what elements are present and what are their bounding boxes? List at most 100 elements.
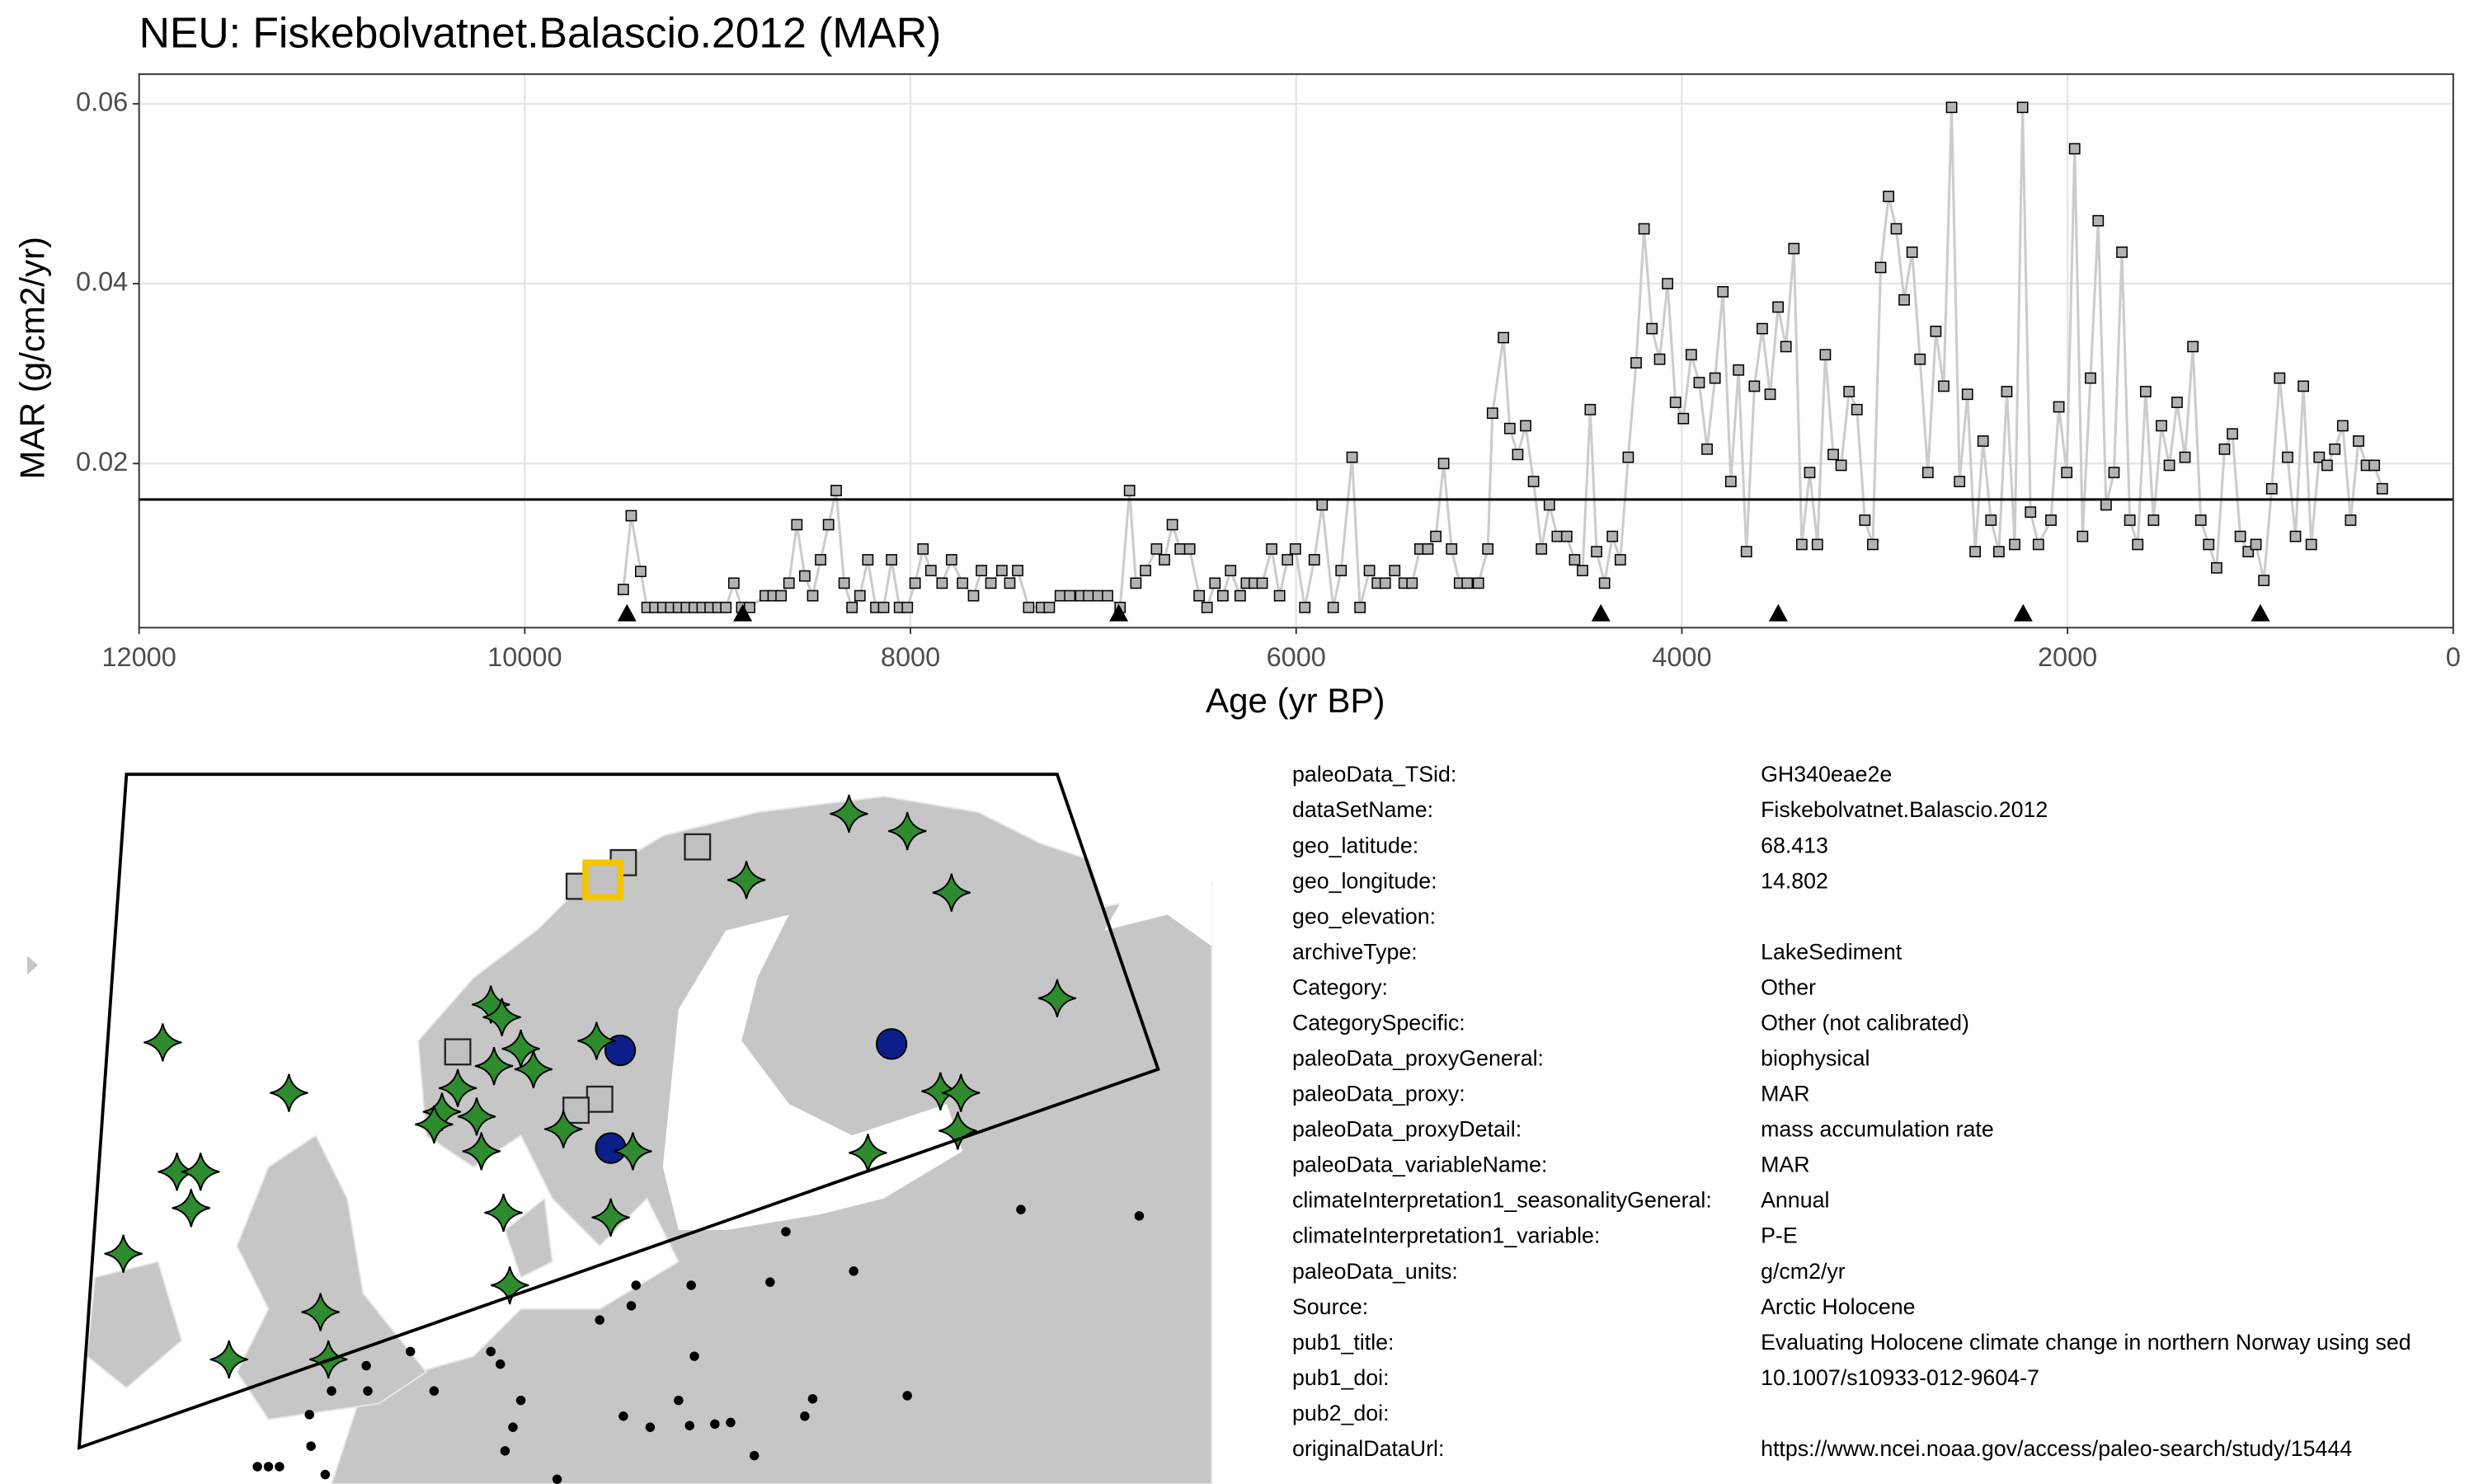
data-point <box>1023 601 1035 613</box>
data-point <box>917 542 929 555</box>
data-point <box>1685 349 1697 361</box>
data-point <box>838 577 850 589</box>
data-point <box>799 570 811 582</box>
site-dot <box>1016 1205 1026 1214</box>
data-point <box>720 601 732 613</box>
site-dot <box>626 1301 637 1311</box>
data-point <box>822 519 835 531</box>
data-point <box>967 589 980 602</box>
site-dot <box>252 1462 262 1472</box>
data-point <box>1503 422 1516 434</box>
data-point <box>1130 577 1142 589</box>
data-point <box>1123 485 1136 496</box>
data-point <box>1335 565 1348 576</box>
data-point <box>1693 377 1705 388</box>
data-point <box>1954 476 1966 487</box>
data-point <box>1012 565 1023 576</box>
data-point <box>2100 499 2112 511</box>
age-marker <box>617 603 637 622</box>
data-point <box>2085 372 2096 384</box>
site-dot <box>726 1417 736 1428</box>
data-point <box>1906 247 1918 258</box>
site-dot <box>902 1391 912 1401</box>
data-point <box>1804 467 1816 479</box>
data-point <box>1486 407 1498 420</box>
site-dot <box>595 1315 604 1325</box>
x-axis-title: Age (yr BP) <box>1206 681 1385 720</box>
site-dot <box>275 1462 285 1472</box>
data-point <box>1327 601 1339 613</box>
data-point <box>2025 506 2037 519</box>
site-star <box>181 1153 220 1191</box>
data-point <box>2147 514 2160 526</box>
map-region-outline <box>77 773 1160 1450</box>
data-point <box>2139 386 2152 397</box>
data-point <box>909 577 921 589</box>
data-point <box>1043 601 1056 613</box>
data-point <box>1389 565 1401 576</box>
site-star <box>942 1073 981 1112</box>
site-star <box>474 1046 514 1086</box>
site-star <box>591 1198 630 1237</box>
site-star <box>415 1105 454 1144</box>
data-point <box>2376 482 2388 495</box>
site-star <box>104 1234 143 1273</box>
data-point <box>1819 349 1832 361</box>
site-dot <box>807 1393 818 1404</box>
site-dot <box>645 1422 656 1432</box>
metadata-key: paleoData_proxyGeneral: <box>1292 1046 1544 1071</box>
site-star <box>514 1050 553 1089</box>
data-point <box>1577 565 1588 576</box>
data-point <box>2061 467 2073 479</box>
data-point <box>727 577 740 589</box>
data-point <box>1584 403 1597 416</box>
site-star <box>577 1021 616 1060</box>
metadata-value: MAR <box>1761 1153 1809 1177</box>
site-dot <box>686 1280 696 1290</box>
age-marker <box>2013 603 2033 622</box>
x-tick-label: 8000 <box>881 642 940 672</box>
data-point <box>2077 530 2089 542</box>
x-tick-label: 12000 <box>101 642 176 672</box>
data-point <box>1835 459 1847 472</box>
data-point <box>830 485 842 496</box>
data-point <box>1159 554 1170 566</box>
data-point <box>2016 101 2029 114</box>
age-marker <box>1109 603 1129 622</box>
metadata-value: Annual <box>1761 1188 1829 1213</box>
data-point <box>1054 589 1066 602</box>
y-tick-label: 0.06 <box>76 87 128 116</box>
data-point <box>1748 380 1761 392</box>
metadata-value: mass accumulation rate <box>1761 1117 1994 1142</box>
site-star <box>932 873 971 912</box>
site-star <box>544 1110 583 1148</box>
data-point <box>1183 542 1196 555</box>
data-point <box>2289 530 2302 542</box>
land-denmark <box>504 1196 553 1279</box>
plot-border <box>138 73 2454 629</box>
data-point <box>1102 589 1113 602</box>
data-point <box>1520 420 1531 432</box>
site-dot <box>1134 1211 1145 1221</box>
data-point <box>2353 435 2364 447</box>
data-point <box>2265 482 2278 495</box>
data-point <box>1472 577 1484 589</box>
metadata-key: pub1_title: <box>1292 1330 1395 1355</box>
data-point <box>1235 589 1246 602</box>
site-star <box>491 1266 529 1305</box>
data-point <box>1461 577 1474 589</box>
data-point <box>2282 451 2293 463</box>
data-point <box>2345 514 2357 526</box>
data-point <box>901 601 914 613</box>
data-point <box>2009 538 2020 551</box>
metadata-value: Other <box>1761 974 1816 999</box>
data-point <box>1653 353 1666 365</box>
data-point <box>2187 340 2199 353</box>
site-star <box>462 1132 501 1171</box>
sea <box>1104 875 1212 946</box>
land-britain <box>236 1134 428 1421</box>
metadata-key: pub2_doi: <box>1292 1401 1390 1425</box>
site-dot <box>486 1346 496 1357</box>
site-dot <box>327 1386 336 1396</box>
map <box>0 741 1213 1484</box>
